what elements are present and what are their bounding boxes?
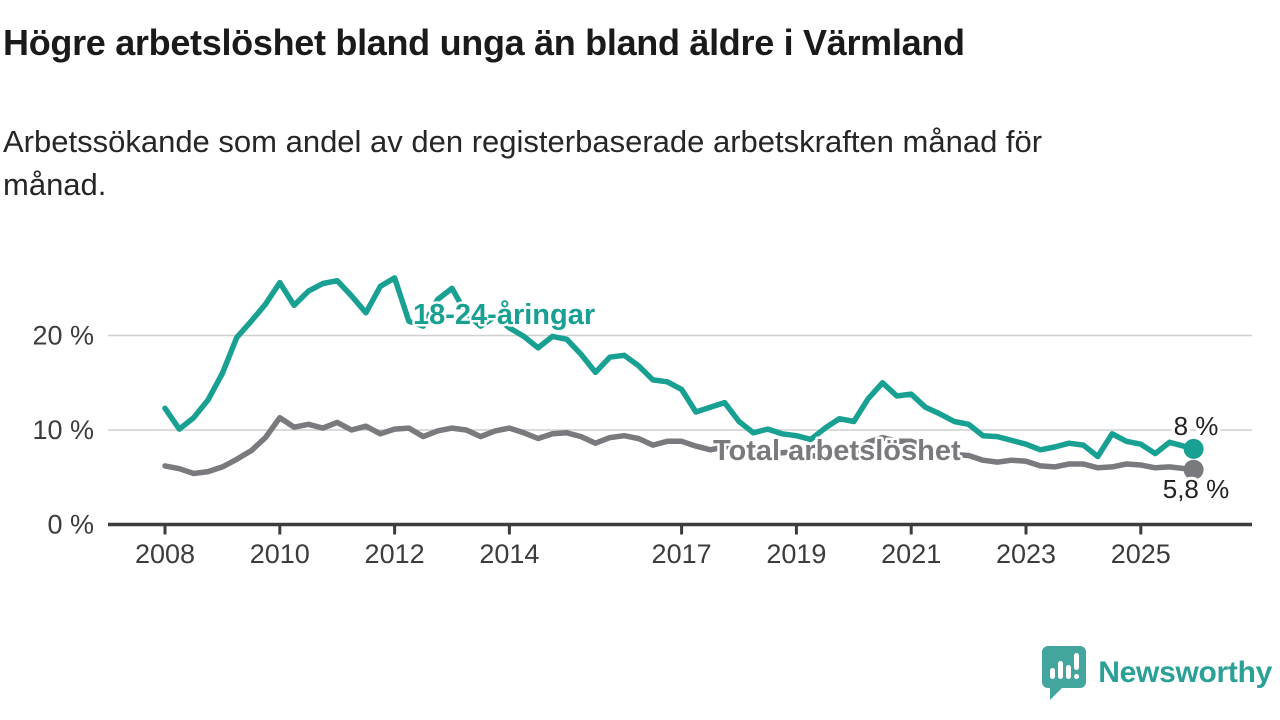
y-tick-label-20: 20 % (32, 321, 94, 351)
end-value-total: 5,8 % (1163, 474, 1230, 504)
x-tick-label-2021: 2021 (881, 539, 941, 569)
subtitle-line-2: månad. (3, 167, 107, 202)
newsworthy-brand-text: Newsworthy (1098, 656, 1272, 689)
x-tick-label-2023: 2023 (996, 539, 1056, 569)
series-line-young (162, 275, 1197, 460)
series-label-young: 18-24-åringar (413, 299, 595, 331)
series-lines (162, 275, 1204, 480)
x-tick-label-2025: 2025 (1111, 539, 1171, 569)
x-tick-label-2012: 2012 (365, 539, 425, 569)
subtitle-line-1: Arbetssökande som andel av den registerb… (3, 124, 1043, 159)
x-tick-label-2019: 2019 (766, 539, 826, 569)
y-tick-label-0: 0 % (47, 510, 94, 540)
newsworthy-brand: Newsworthy (1040, 644, 1272, 702)
x-tick-label-2010: 2010 (250, 539, 310, 569)
end-value-young: 8 % (1174, 411, 1219, 441)
series-end-dot-young (1183, 438, 1204, 459)
series-label-total: Total arbetslöshet (713, 435, 961, 467)
x-tick-label-2008: 2008 (135, 539, 195, 569)
chart-subtitle: Arbetssökande som andel av den registerb… (3, 120, 1203, 206)
x-tick-label-2017: 2017 (652, 539, 712, 569)
y-tick-label-10: 10 % (32, 415, 94, 445)
x-tick-label-2014: 2014 (479, 539, 539, 569)
series-end-dot-total (1183, 459, 1204, 480)
axes: 2008 2010 2012 2014 2017 2019 2021 2023 2025 0 % 1… (32, 321, 1252, 569)
series-line-total (162, 414, 1197, 477)
page-title: Högre arbetslöshet bland unga än bland ä… (3, 22, 965, 63)
newsworthy-logo-icon (1042, 646, 1087, 700)
gridlines (108, 334, 1252, 431)
